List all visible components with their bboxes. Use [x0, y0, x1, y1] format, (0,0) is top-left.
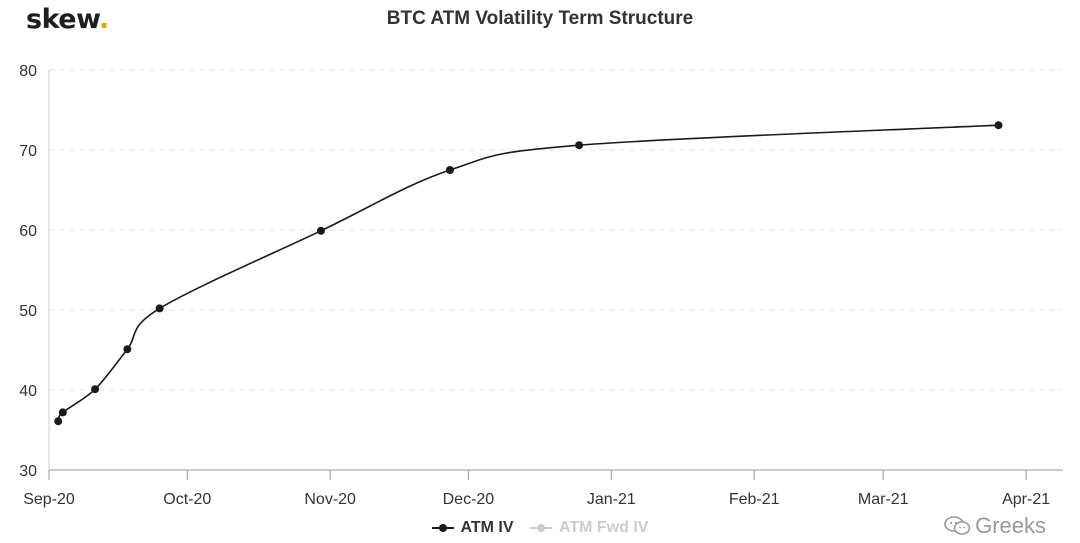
x-tick-label: Jan-21: [587, 491, 636, 508]
data-point-atm-iv: [123, 345, 132, 354]
data-point-atm-iv: [445, 166, 454, 174]
y-tick-label: 70: [19, 143, 37, 160]
data-point-atm-iv: [58, 408, 67, 417]
x-tick-label: Oct-20: [163, 491, 211, 508]
data-point-atm-iv: [316, 226, 325, 235]
x-tick-label: Feb-21: [729, 491, 780, 508]
data-point-atm-iv: [91, 385, 100, 394]
brand-dot: .: [98, 4, 109, 35]
data-point-atm-iv: [994, 121, 1003, 130]
y-tick-label: 60: [19, 223, 37, 240]
chart-title: BTC ATM Volatility Term Structure: [386, 8, 694, 29]
legend-label-atm-iv: ATM IV: [460, 519, 514, 536]
y-tick-label: 30: [19, 463, 37, 480]
x-tick-label: Dec-20: [443, 491, 495, 508]
legend-label-atm-fwd-iv: ATM Fwd IV: [559, 519, 649, 536]
watermark-text: Greeks: [975, 513, 1046, 538]
data-point-atm-iv: [54, 417, 63, 426]
x-tick-label: Nov-20: [304, 491, 356, 508]
y-tick-label: 80: [19, 63, 37, 80]
y-tick-label: 50: [19, 303, 37, 320]
chart-legend: ATM IV ATM Fwd IV: [0, 519, 1080, 538]
chart-plot: 30 40 50 60 70 80 Sep-20 Oct-20 Nov-20 Dec-20 Jan-…: [19, 63, 1063, 508]
wechat-icon: [944, 516, 971, 535]
skew-logo: skew.: [26, 4, 109, 35]
legend-line-dot-icon: [431, 523, 454, 533]
data-point-atm-iv: [575, 141, 584, 150]
legend-item-atm-fwd-iv[interactable]: ATM Fwd IV: [530, 519, 648, 537]
legend-item-atm-iv[interactable]: ATM IV: [431, 519, 514, 537]
series-line-atm-iv: [57, 124, 999, 422]
x-tick-label: Apr-21: [1002, 491, 1050, 508]
x-tick-label: Mar-21: [858, 491, 909, 508]
watermark: Greeks: [943, 513, 1046, 539]
x-tick-label: Sep-20: [23, 491, 75, 508]
data-point-atm-iv: [155, 304, 164, 313]
y-tick-label: 40: [19, 383, 37, 400]
legend-line-dot-icon: [530, 523, 552, 533]
brand-name: skew: [26, 4, 99, 35]
